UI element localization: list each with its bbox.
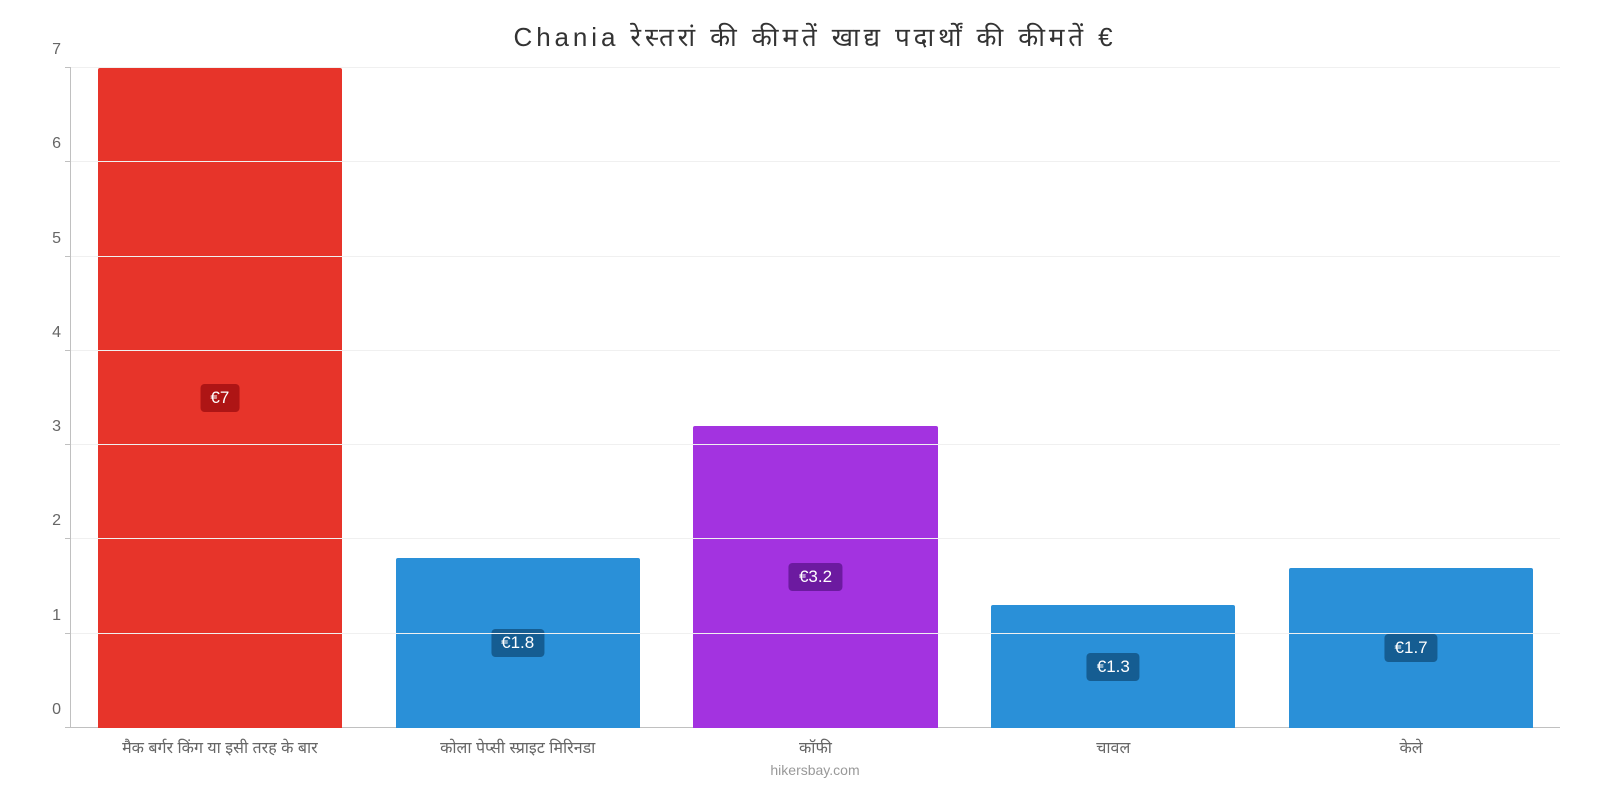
ytick-label: 2 <box>52 512 71 530</box>
ytick-label: 1 <box>52 607 71 625</box>
ytick-label: 4 <box>52 324 71 342</box>
ytick-mark <box>65 538 71 539</box>
xtick-label: कॉफी <box>799 728 832 758</box>
ytick-mark <box>65 350 71 351</box>
ytick-mark <box>65 67 71 68</box>
plot-area: €7मैक बर्गर किंग या इसी तरह के बार€1.8को… <box>70 68 1560 728</box>
bar-slot: €1.8कोला पेप्सी स्प्राइट मिरिनडा <box>369 68 667 728</box>
ytick-label: 0 <box>52 701 71 719</box>
bar-slot: €7मैक बर्गर किंग या इसी तरह के बार <box>71 68 369 728</box>
bar: €1.7 <box>1289 568 1533 728</box>
gridline <box>71 538 1560 539</box>
bar: €7 <box>98 68 342 728</box>
value-badge: €1.7 <box>1385 634 1438 662</box>
xtick-label: मैक बर्गर किंग या इसी तरह के बार <box>122 728 318 758</box>
gridline <box>71 67 1560 68</box>
ytick-mark <box>65 256 71 257</box>
ytick-label: 3 <box>52 418 71 436</box>
bar-slot: €1.7केले <box>1262 68 1560 728</box>
bar: €1.3 <box>991 605 1235 728</box>
ytick-mark <box>65 161 71 162</box>
bars-row: €7मैक बर्गर किंग या इसी तरह के बार€1.8को… <box>71 68 1560 728</box>
bar-chart: Chania रेस्तरां की कीमतें खाद्य पदार्थों… <box>0 0 1600 800</box>
xtick-label: कोला पेप्सी स्प्राइट मिरिनडा <box>440 728 595 758</box>
gridline <box>71 350 1560 351</box>
gridline <box>71 633 1560 634</box>
value-badge: €1.3 <box>1087 653 1140 681</box>
bar-slot: €3.2कॉफी <box>667 68 965 728</box>
xtick-label: चावल <box>1096 728 1130 758</box>
value-badge: €7 <box>200 384 239 412</box>
gridline <box>71 256 1560 257</box>
ytick-mark <box>65 727 71 728</box>
value-badge: €3.2 <box>789 563 842 591</box>
bar-slot: €1.3चावल <box>964 68 1262 728</box>
xtick-label: केले <box>1400 728 1423 758</box>
ytick-label: 6 <box>52 135 71 153</box>
bar: €3.2 <box>693 426 937 728</box>
ytick-mark <box>65 444 71 445</box>
chart-title: Chania रेस्तरां की कीमतें खाद्य पदार्थों… <box>70 10 1560 68</box>
bar: €1.8 <box>396 558 640 728</box>
gridline <box>71 444 1560 445</box>
ytick-mark <box>65 633 71 634</box>
gridline <box>71 161 1560 162</box>
ytick-label: 5 <box>52 230 71 248</box>
ytick-label: 7 <box>52 41 71 59</box>
